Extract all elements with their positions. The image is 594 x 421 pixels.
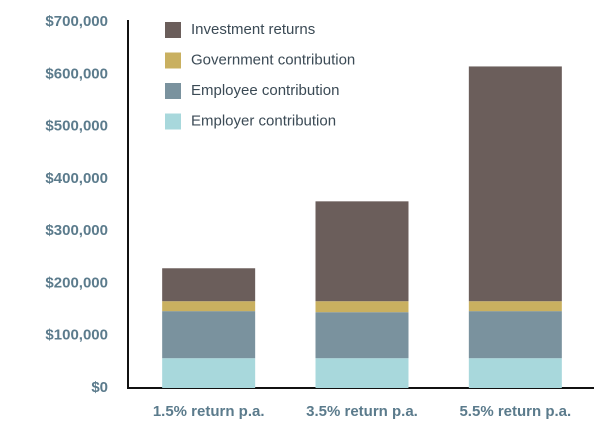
- bar-segment: [468, 66, 562, 302]
- legend-swatch: [165, 113, 181, 130]
- y-tick-label: $200,000: [45, 274, 108, 291]
- bar-segment: [315, 201, 409, 302]
- legend-swatch: [165, 83, 181, 99]
- bar-segment: [315, 312, 409, 359]
- y-tick-label: $400,000: [45, 170, 108, 187]
- legend-swatch: [165, 52, 181, 69]
- bar-segment: [468, 311, 562, 359]
- bar-segment: [315, 301, 409, 313]
- legend-label: Employer contribution: [191, 112, 336, 129]
- bar-segment: [162, 358, 256, 388]
- y-tick-label: $700,000: [45, 13, 108, 30]
- y-tick-label: $600,000: [45, 65, 108, 82]
- x-tick-label: 5.5% return p.a.: [459, 403, 571, 420]
- x-tick-label: 3.5% return p.a.: [306, 403, 418, 420]
- bar-segment: [162, 301, 256, 312]
- bar-segment: [162, 311, 256, 359]
- bar-segment: [162, 268, 256, 302]
- legend-swatch: [165, 22, 181, 38]
- x-tick-label: 1.5% return p.a.: [153, 403, 265, 420]
- legend-label: Government contribution: [191, 51, 355, 68]
- bar-segment: [315, 358, 409, 388]
- legend-label: Investment returns: [191, 21, 315, 38]
- legend-label: Employee contribution: [191, 82, 339, 99]
- y-tick-label: $300,000: [45, 222, 108, 239]
- bar-segment: [468, 301, 562, 312]
- bar-segment: [468, 358, 562, 388]
- y-tick-label: $500,000: [45, 118, 108, 135]
- y-tick-label: $100,000: [45, 327, 108, 344]
- y-tick-label: $0: [91, 379, 108, 396]
